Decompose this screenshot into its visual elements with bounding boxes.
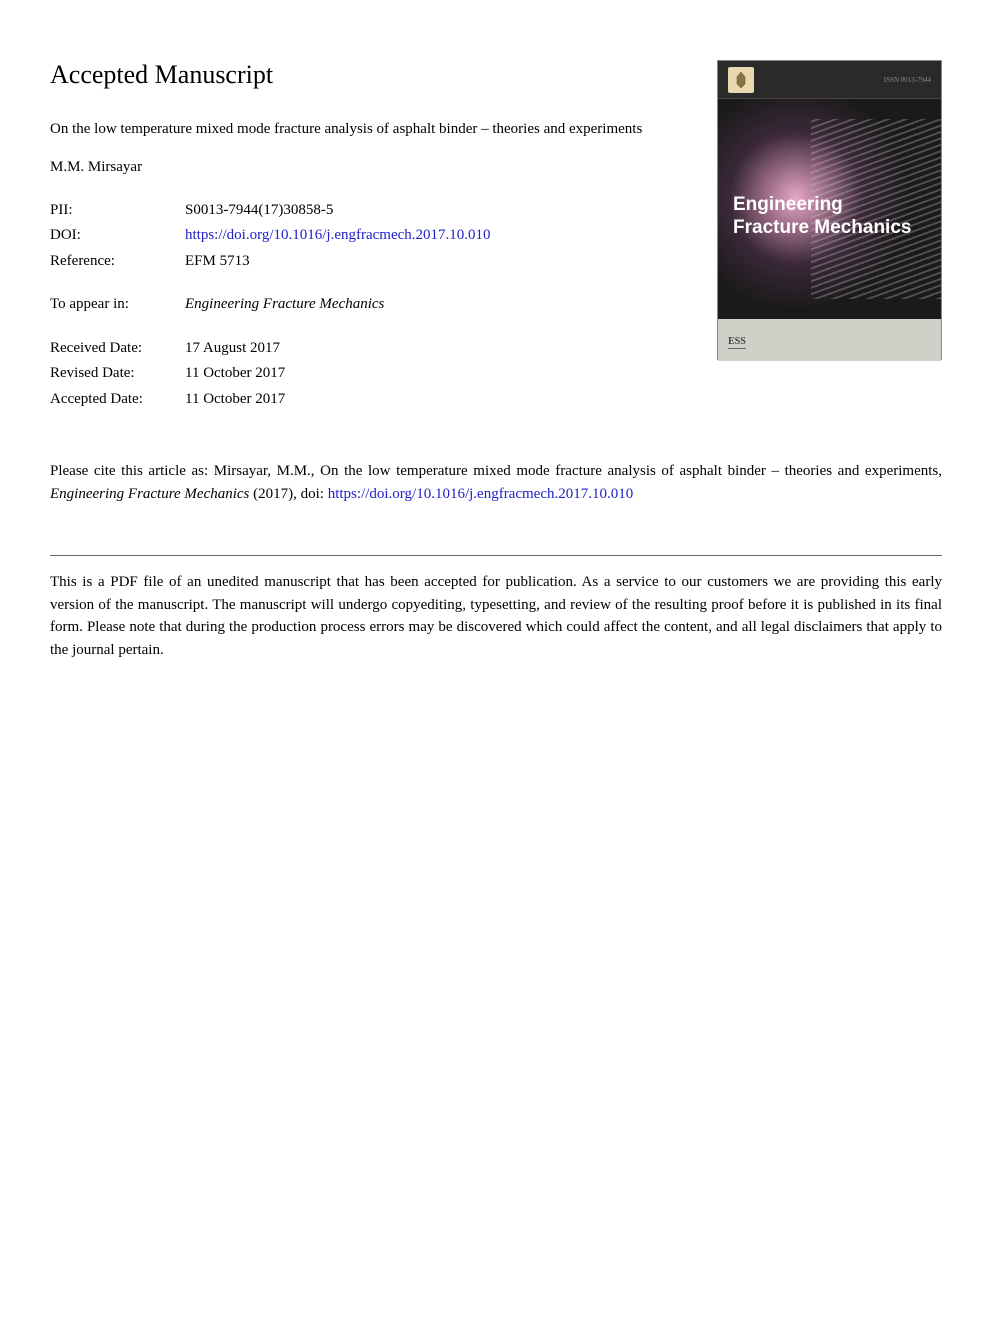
divider — [50, 555, 942, 556]
article-title: On the low temperature mixed mode fractu… — [50, 118, 650, 141]
received-value: 17 August 2017 — [185, 336, 650, 362]
cover-bottom-bar: ESS — [718, 319, 941, 361]
authors: M.M. Mirsayar — [50, 159, 650, 176]
cover-title-line1: Engineering — [733, 194, 911, 217]
pii-value: S0013-7944(17)30858-5 — [185, 198, 650, 224]
cover-top-bar: ISSN 0013-7944 — [718, 61, 941, 99]
doi-label: DOI: — [50, 223, 185, 249]
ess-badge: ESS — [728, 336, 746, 349]
appear-table: To appear in: Engineering Fracture Mecha… — [50, 292, 650, 318]
reference-row: Reference: EFM 5713 — [50, 249, 650, 275]
disclaimer-text: This is a PDF file of an unedited manusc… — [50, 571, 942, 661]
received-label: Received Date: — [50, 336, 185, 362]
reference-value: EFM 5713 — [185, 249, 650, 275]
received-row: Received Date: 17 August 2017 — [50, 336, 650, 362]
revised-value: 11 October 2017 — [185, 361, 650, 387]
accepted-value: 11 October 2017 — [185, 387, 650, 413]
citation-prefix: Please cite this article as: Mirsayar, M… — [50, 463, 942, 479]
revised-row: Revised Date: 11 October 2017 — [50, 361, 650, 387]
cover-title-line2: Fracture Mechanics — [733, 217, 911, 240]
citation-text: Please cite this article as: Mirsayar, M… — [50, 460, 942, 505]
accepted-row: Accepted Date: 11 October 2017 — [50, 387, 650, 413]
appear-value: Engineering Fracture Mechanics — [185, 292, 650, 318]
citation-journal: Engineering Fracture Mechanics — [50, 486, 249, 502]
metadata-table: PII: S0013-7944(17)30858-5 DOI: https://… — [50, 198, 650, 275]
appear-label: To appear in: — [50, 292, 185, 318]
pii-label: PII: — [50, 198, 185, 224]
journal-cover: ISSN 0013-7944 Engineering Fracture Mech… — [717, 60, 942, 360]
elsevier-logo-icon — [728, 67, 754, 93]
citation-doi-link[interactable]: https://doi.org/10.1016/j.engfracmech.20… — [328, 486, 634, 502]
dates-table: Received Date: 17 August 2017 Revised Da… — [50, 336, 650, 413]
cover-journal-title: Engineering Fracture Mechanics — [733, 194, 911, 240]
revised-label: Revised Date: — [50, 361, 185, 387]
citation-middle: (2017), doi: — [249, 486, 327, 502]
doi-row: DOI: https://doi.org/10.1016/j.engfracme… — [50, 223, 650, 249]
appear-row: To appear in: Engineering Fracture Mecha… — [50, 292, 650, 318]
accepted-label: Accepted Date: — [50, 387, 185, 413]
accepted-manuscript-heading: Accepted Manuscript — [50, 60, 650, 90]
left-column: Accepted Manuscript On the low temperatu… — [50, 60, 650, 430]
pii-row: PII: S0013-7944(17)30858-5 — [50, 198, 650, 224]
header-section: Accepted Manuscript On the low temperatu… — [50, 60, 942, 430]
doi-link[interactable]: https://doi.org/10.1016/j.engfracmech.20… — [185, 223, 650, 249]
ess-section: ESS — [728, 332, 746, 349]
cover-image: Engineering Fracture Mechanics — [718, 99, 941, 319]
issn-text: ISSN 0013-7944 — [884, 76, 931, 84]
reference-label: Reference: — [50, 249, 185, 275]
